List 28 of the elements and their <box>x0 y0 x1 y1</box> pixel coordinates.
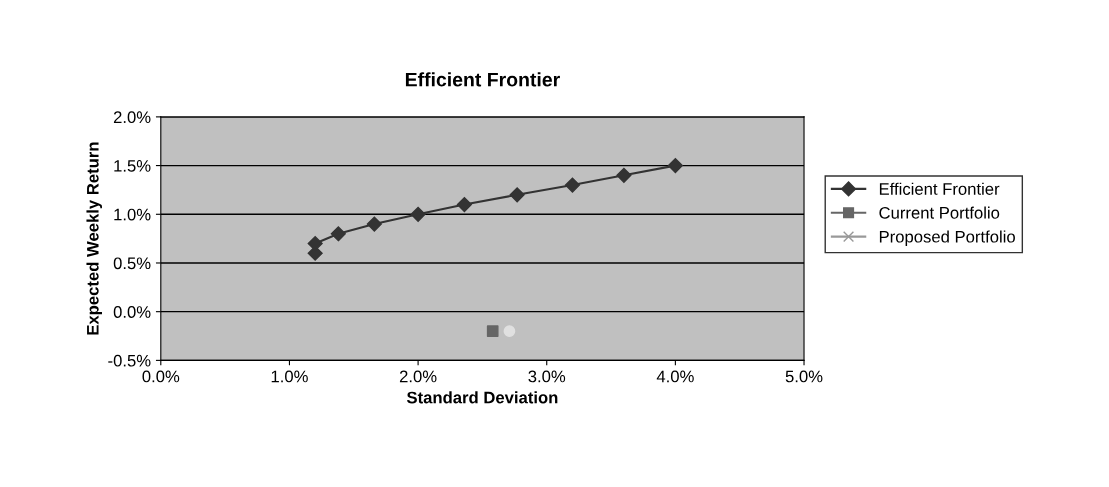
point <box>330 226 346 242</box>
y-tick-label: 1.0% <box>114 208 151 221</box>
point <box>564 177 581 193</box>
point <box>509 187 525 203</box>
legend-label: Current Portfolio <box>879 206 1000 219</box>
y-tick-label: 0.0% <box>113 306 151 318</box>
x-tick-label: 5.0% <box>785 370 823 383</box>
x-axis-title: Standard Deviation <box>406 391 558 404</box>
y-tick-label: -0.5% <box>108 354 151 367</box>
x-tick-label: 1.0% <box>271 370 308 383</box>
x-tick-label: 3.0% <box>528 370 566 383</box>
x-tick-label: 4.0% <box>656 370 694 383</box>
chart-title: Efficient Frontier <box>405 72 560 87</box>
point <box>667 158 683 174</box>
y-tick-label: 2.0% <box>113 111 151 124</box>
point <box>410 206 426 222</box>
y-tick-label: 0.5% <box>113 257 151 270</box>
point <box>486 325 499 338</box>
y-axis-title: Expected Weekly Return <box>86 142 102 335</box>
x-tick-label: 2.0% <box>399 370 437 383</box>
y-tick-label: 1.5% <box>114 160 151 172</box>
point <box>366 216 382 232</box>
legend-label: Proposed Portfolio <box>879 230 1015 246</box>
legend-label: Efficient Frontier <box>879 182 1000 195</box>
point <box>456 196 472 213</box>
x-tick-label: 0.0% <box>142 370 180 383</box>
point <box>503 325 516 338</box>
point <box>616 167 632 183</box>
